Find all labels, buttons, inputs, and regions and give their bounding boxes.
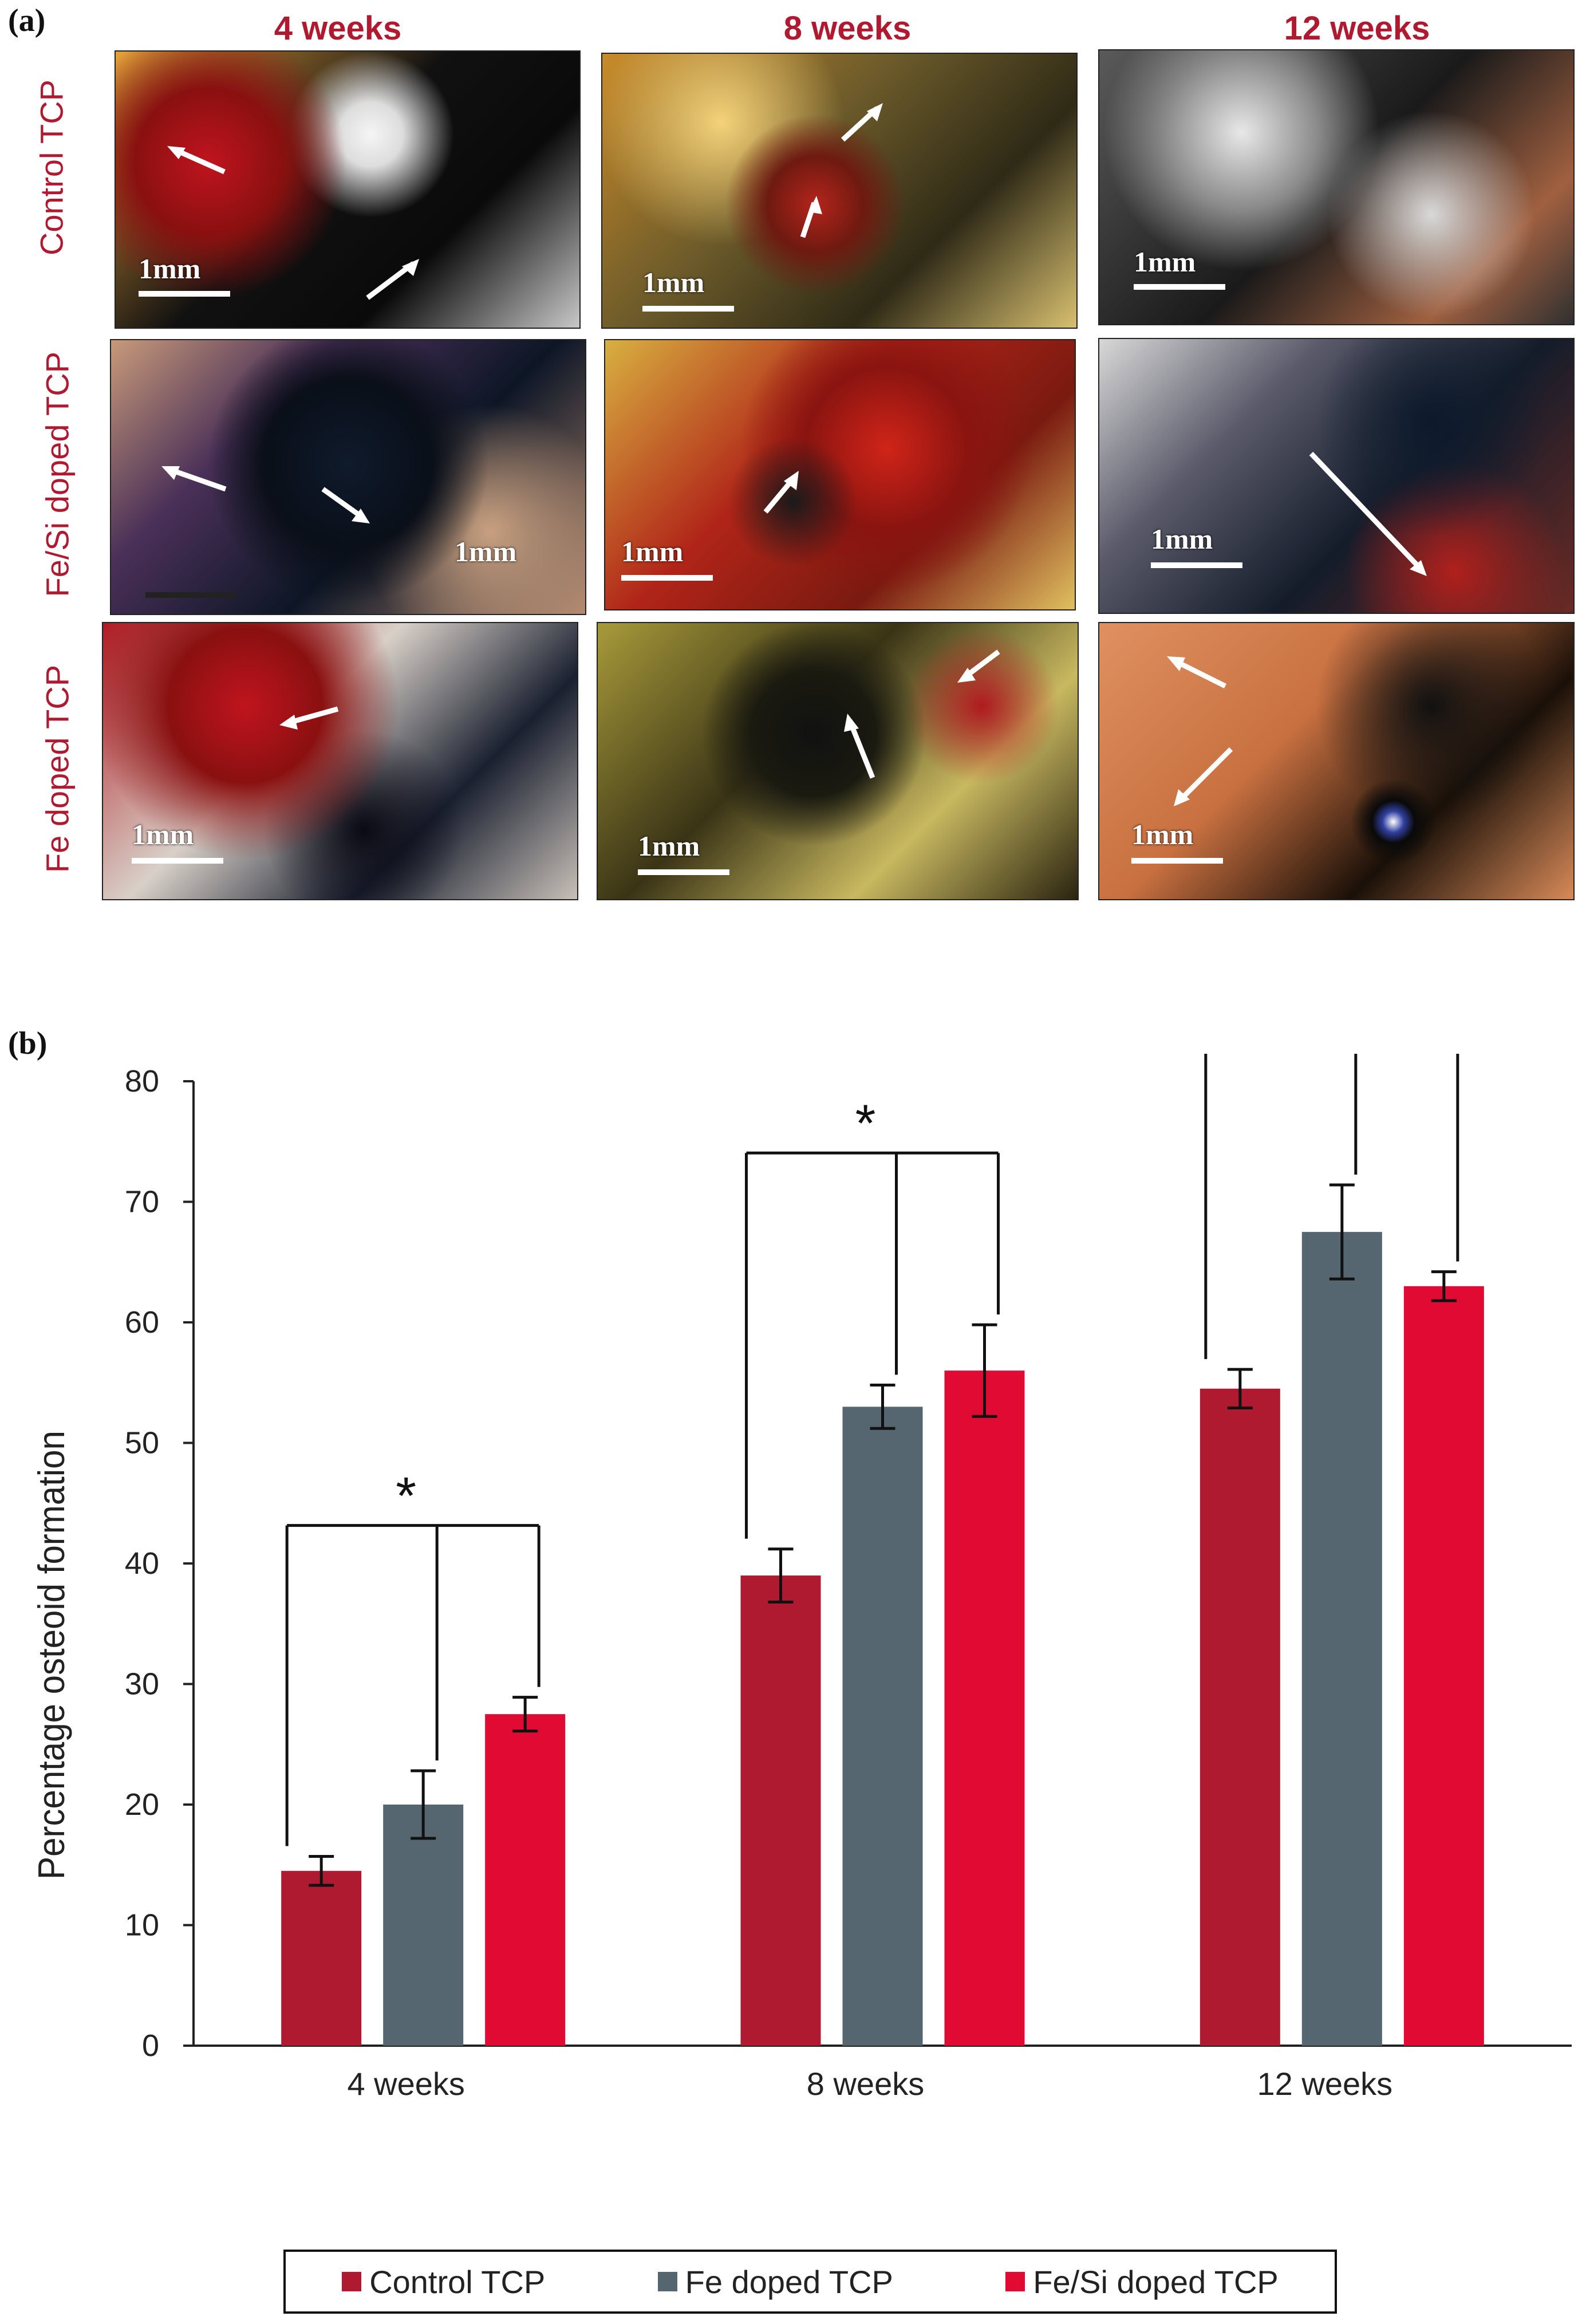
column-header-12-weeks: 12 weeks	[1284, 10, 1430, 47]
y-tick-label: 60	[125, 1305, 159, 1340]
y-tick-label: 80	[125, 1064, 159, 1098]
x-tick-label: 8 weeks	[807, 2066, 924, 2102]
scale-bar-label: 1mm	[132, 818, 194, 850]
micrograph-fe-12-weeks: 1mm	[1098, 622, 1575, 900]
chart-legend: Control TCP Fe doped TCP Fe/Si doped TCP	[283, 2250, 1337, 2314]
osteoid-bar-chart: 0 10 20 30 40 50 60 70 80 4 weeks * 8 weeks * 12 week…	[31, 1054, 1572, 2102]
y-tick-label: 0	[142, 2028, 159, 2063]
legend-label: Fe/Si doped TCP	[1033, 2263, 1279, 2300]
bar	[1403, 1286, 1484, 2046]
arrow-markers	[167, 146, 419, 300]
scale-bar	[139, 291, 230, 297]
legend-swatch	[1005, 2272, 1025, 2291]
bar	[944, 1370, 1025, 2046]
panel-b-label: (b)	[8, 1026, 48, 1061]
arrow-markers	[844, 649, 1000, 779]
legend-item-control-tcp: Control TCP	[342, 2263, 545, 2301]
scale-bar-label: 1mm	[455, 535, 517, 568]
scale-bar-label: 1mm	[621, 535, 684, 568]
scale-bar	[621, 575, 713, 581]
bar	[740, 1575, 821, 2046]
arrow-markers	[763, 471, 799, 514]
y-tick-label: 40	[125, 1546, 159, 1581]
bar	[842, 1407, 923, 2046]
y-tick-label: 50	[125, 1426, 159, 1460]
micrograph-fe-8-weeks: 1mm	[597, 622, 1079, 900]
micrograph-fe-si-8-weeks: 1mm	[604, 339, 1076, 610]
arrow-markers	[1309, 451, 1427, 576]
column-header-8-weeks: 8 weeks	[783, 10, 912, 47]
scale-bar	[132, 858, 223, 864]
bar	[383, 1805, 464, 2046]
legend-label: Fe doped TCP	[685, 2263, 893, 2300]
scale-bar-label: 1mm	[1134, 246, 1196, 278]
arrow-markers	[800, 103, 883, 238]
y-tick-label: 70	[125, 1185, 159, 1219]
row-header-control-tcp: Control TCP	[33, 79, 70, 256]
micrograph-control-12-weeks: 1mm	[1098, 49, 1575, 325]
legend-swatch	[342, 2272, 362, 2291]
scale-bar-label: 1mm	[638, 830, 700, 862]
micrograph-control-8-weeks: 1mm	[601, 53, 1078, 329]
scale-bar-label: 1mm	[1131, 818, 1194, 850]
bar	[485, 1714, 566, 2046]
row-header-fe-doped-tcp: Fe doped TCP	[39, 664, 76, 873]
bar	[281, 1870, 362, 2046]
x-tick-label: 12 weeks	[1257, 2066, 1393, 2102]
row-header-fe-si-doped-tcp: Fe/Si doped TCP	[39, 351, 76, 597]
scale-bar	[145, 592, 237, 598]
bar	[1301, 1232, 1382, 2046]
scale-bar	[1151, 562, 1242, 568]
scale-bar	[1131, 858, 1223, 864]
y-axis-label: Percentage osteoid formation	[31, 1431, 73, 1880]
micrograph-fe-4-weeks: 1mm	[102, 622, 578, 900]
legend-item-fe-doped-tcp: Fe doped TCP	[657, 2263, 893, 2301]
x-tick-label: 4 weeks	[347, 2066, 464, 2102]
legend-item-fe-si-doped-tcp: Fe/Si doped TCP	[1005, 2263, 1279, 2301]
scale-bar-label: 1mm	[1151, 523, 1213, 555]
significance-marker: *	[855, 1094, 876, 1153]
micrograph-fe-si-12-weeks: 1mm	[1098, 338, 1575, 614]
column-header-4-weeks: 4 weeks	[274, 10, 402, 47]
y-tick-label: 30	[125, 1667, 159, 1701]
arrow-markers	[279, 706, 339, 730]
scale-bar	[638, 869, 729, 875]
significance-marker: *	[396, 1467, 416, 1526]
scale-bar	[642, 306, 734, 312]
y-tick-label: 20	[125, 1787, 159, 1822]
scale-bar-label: 1mm	[642, 266, 705, 298]
panel-a-label: (a)	[8, 3, 46, 38]
legend-swatch	[657, 2272, 677, 2291]
micrograph-control-4-weeks: 1mm	[115, 50, 581, 329]
arrow-markers	[1167, 656, 1233, 806]
scale-bar	[1134, 284, 1225, 290]
arrow-markers	[161, 466, 370, 523]
micrograph-fe-si-4-weeks: 1mm	[110, 339, 586, 615]
bar	[1200, 1388, 1280, 2046]
legend-label: Control TCP	[369, 2263, 546, 2300]
y-tick-label: 10	[125, 1908, 159, 1943]
scale-bar-label: 1mm	[139, 253, 201, 285]
